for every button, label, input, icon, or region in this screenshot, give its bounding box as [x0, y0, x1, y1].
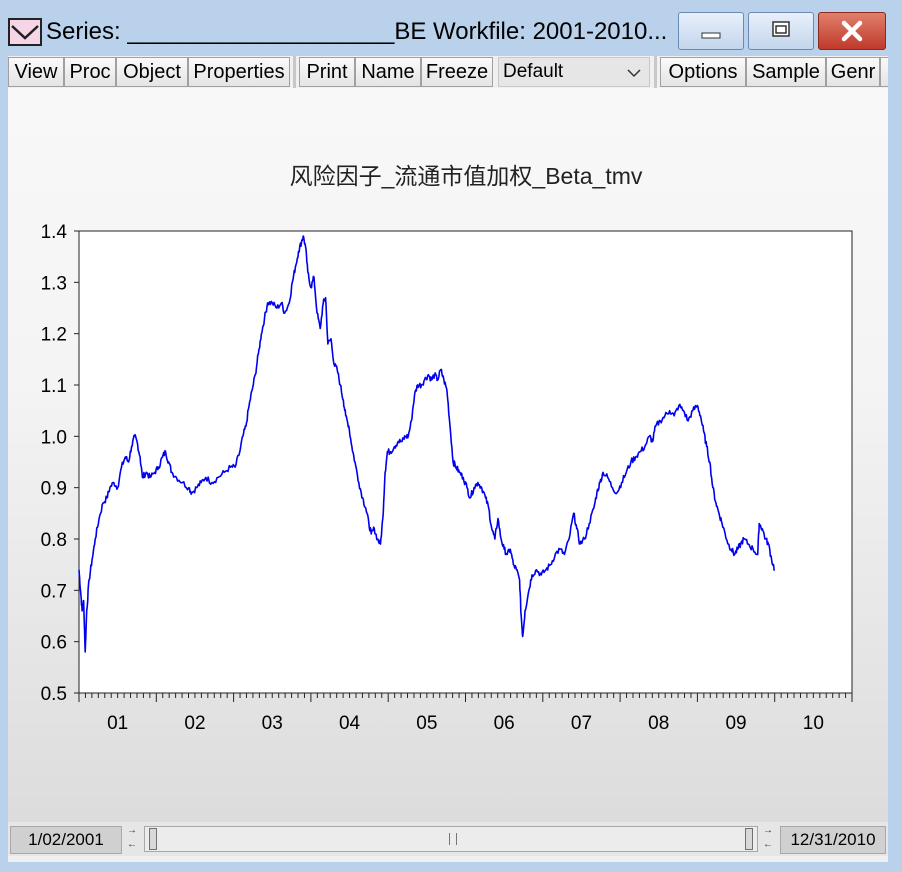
genr-button[interactable]: Genr [826, 57, 880, 87]
y-tick-label: 1.1 [41, 376, 67, 397]
proc-button[interactable]: Proc [64, 57, 116, 87]
x-tick-label: 10 [803, 713, 824, 734]
properties-button[interactable]: Properties [188, 57, 290, 87]
series-window-icon [8, 18, 42, 46]
toolbar-overflow-button[interactable] [880, 57, 888, 87]
start-arrows-icon[interactable]: → ← [127, 825, 137, 850]
print-button[interactable]: Print [299, 57, 355, 87]
slider-grip-icon [449, 833, 457, 845]
series-layer [78, 235, 776, 653]
x-tick-label: 06 [494, 713, 515, 734]
view-mode-select[interactable]: Default [498, 57, 650, 87]
object-button[interactable]: Object [116, 57, 188, 87]
close-button[interactable] [818, 12, 886, 50]
x-tick-label: 07 [571, 713, 592, 734]
chevron-down-icon [627, 69, 641, 78]
slider-start-handle[interactable] [149, 828, 157, 850]
view-button[interactable]: View [8, 57, 64, 87]
window-title: Series: ____________________BE Workfile:… [46, 18, 668, 45]
y-axis: 0.5 0.6 0.7 0.8 0.9 1.0 1.1 1.2 1.3 1.4 [41, 222, 79, 705]
series-line [78, 235, 776, 653]
graph-area: 风险因子_流通市值加权_Beta_tmv 0.5 0.6 0.7 0.8 0.9 1.0 1… [8, 88, 888, 822]
minimize-icon [701, 32, 721, 39]
x-axis: 01 02 03 04 05 06 07 08 09 10 [78, 693, 853, 734]
x-tick-label: 01 [107, 713, 128, 734]
window-frame-right [888, 56, 902, 872]
chart-title: 风险因子_流通市值加权_Beta_tmv [290, 163, 643, 189]
sample-start-date: 1/02/2001 [10, 826, 122, 854]
y-tick-label: 1.4 [41, 222, 68, 243]
x-tick-label: 08 [648, 713, 669, 734]
series-toolbar: View Proc Object Properties Print Name F… [8, 56, 888, 88]
x-tick-label: 05 [416, 713, 437, 734]
end-arrows-icon[interactable]: → ← [763, 825, 773, 850]
slider-end-handle[interactable] [745, 828, 753, 850]
x-tick-label: 09 [725, 713, 746, 734]
y-tick-label: 1.2 [41, 325, 67, 346]
y-tick-label: 0.5 [41, 684, 67, 705]
y-tick-label: 1.0 [41, 427, 67, 448]
toolbar-separator [654, 56, 657, 88]
x-tick-label: 02 [184, 713, 205, 734]
view-mode-value: Default [503, 61, 564, 82]
freeze-button[interactable]: Freeze [421, 57, 493, 87]
line-chart: 风险因子_流通市值加权_Beta_tmv 0.5 0.6 0.7 0.8 0.9 1.0 1… [41, 163, 853, 734]
y-tick-label: 0.8 [41, 530, 67, 551]
sample-range-bar: 1/02/2001 → ← → ← 12/31/2010 [8, 822, 888, 856]
y-tick-label: 0.6 [41, 633, 67, 654]
maximize-button[interactable] [748, 12, 814, 50]
plot-frame [78, 230, 853, 694]
sample-end-date: 12/31/2010 [780, 826, 886, 854]
maximize-icon [772, 21, 790, 37]
close-icon [841, 20, 863, 42]
x-tick-label: 03 [262, 713, 283, 734]
title-bar[interactable]: Series: ____________________BE Workfile:… [0, 0, 902, 56]
name-button[interactable]: Name [355, 57, 421, 87]
y-tick-label: 0.9 [41, 479, 67, 500]
y-tick-label: 1.3 [41, 273, 67, 294]
toolbar-separator [293, 56, 296, 88]
x-tick-label: 04 [339, 713, 361, 734]
sample-button[interactable]: Sample [746, 57, 826, 87]
window-frame-left [0, 56, 8, 872]
window-frame-bottom [0, 862, 902, 872]
options-button[interactable]: Options [660, 57, 746, 87]
y-tick-label: 0.7 [41, 581, 67, 602]
minimize-button[interactable] [678, 12, 744, 50]
sample-range-slider[interactable] [144, 826, 758, 852]
